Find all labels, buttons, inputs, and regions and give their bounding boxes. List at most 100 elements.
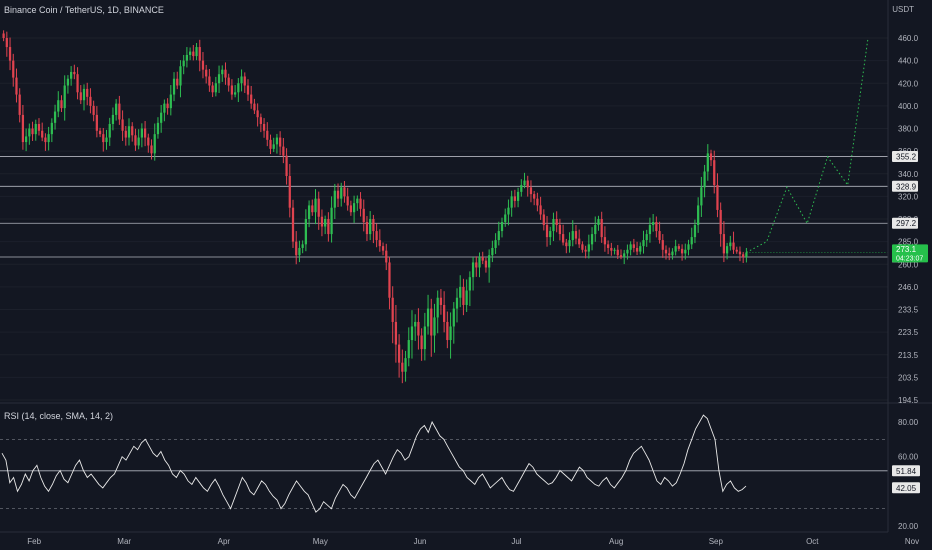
time-tick-label: Mar (117, 537, 131, 546)
candle-body (2, 33, 5, 38)
candle-body (680, 248, 684, 254)
candle-body (140, 128, 144, 138)
candle-body (66, 78, 70, 86)
candle-body (259, 117, 262, 124)
candle-body (195, 47, 198, 57)
candle-body (706, 153, 709, 172)
candle-body (533, 194, 536, 199)
candle-body (179, 66, 182, 86)
candle-body (121, 119, 124, 131)
candle-body (433, 317, 436, 336)
candle-body (742, 254, 745, 258)
candle-body (516, 191, 520, 201)
candle-body (95, 114, 98, 131)
candle-body (578, 238, 581, 245)
rsi-line (1, 414, 747, 513)
candle-body (352, 203, 356, 213)
candle-body (343, 187, 346, 197)
candle-body (108, 123, 111, 138)
candle-body (324, 219, 327, 227)
candle-body (15, 77, 18, 95)
candle-body (507, 207, 510, 215)
candle-body (131, 126, 134, 136)
candle-body (372, 219, 375, 232)
candle-body (250, 94, 253, 104)
candle-body (713, 160, 716, 186)
price-tick-label: 203.5 (898, 373, 919, 382)
candle-body (491, 247, 494, 256)
candle-body (246, 85, 250, 95)
time-tick-label: May (313, 537, 328, 546)
candle-body (552, 219, 555, 232)
candle-body (8, 47, 12, 61)
candle-body (201, 60, 205, 70)
candle-body (436, 297, 439, 318)
candle-body (21, 114, 25, 143)
current-price-label: 273.1 (896, 245, 917, 254)
level-badge (892, 151, 918, 163)
candle-body (536, 198, 539, 206)
candle-body (143, 128, 147, 138)
candle-body (365, 222, 369, 235)
candle-body (314, 198, 317, 213)
candle-body (629, 244, 632, 250)
time-tick-label: Jun (414, 537, 427, 546)
candle-body (671, 251, 674, 256)
candle-body (626, 249, 629, 254)
candle-body (443, 304, 446, 322)
time-axis[interactable]: FebMarAprMayJunJulAugSepOctNovDec2023 (0, 531, 932, 546)
candle-body (98, 130, 102, 135)
candle-body (185, 54, 189, 61)
candle-body (79, 92, 82, 101)
candle-body (349, 205, 353, 213)
candle-body (92, 105, 95, 115)
candle-body (597, 219, 600, 226)
candle-body (417, 321, 420, 336)
candle-body (558, 225, 562, 235)
candle-body (610, 247, 613, 251)
candle-body (134, 135, 137, 146)
candle-body (237, 83, 240, 93)
candle-body (391, 297, 394, 322)
candle-body (385, 250, 388, 263)
time-tick-label: Nov (905, 537, 919, 546)
candle-body (285, 155, 288, 177)
candle-body (632, 244, 635, 248)
candle-body (584, 249, 587, 252)
candle-body (50, 122, 53, 135)
candle-body (176, 78, 179, 86)
candle-body (545, 225, 549, 238)
candle-body (272, 144, 275, 149)
candle-body (397, 344, 401, 363)
candle-body (565, 242, 568, 247)
candle-body (295, 241, 298, 256)
candle-body (57, 100, 60, 112)
rsi-axis[interactable]: 80.00 60.00 20.00 51.84 42.05 (892, 418, 920, 531)
candle-body (156, 122, 160, 135)
candle-body (603, 237, 607, 245)
price-tick-label: 213.5 (898, 351, 919, 360)
candle-body (606, 244, 610, 248)
candle-body (414, 321, 417, 327)
candle-body (388, 262, 391, 298)
candle-body (320, 216, 324, 227)
symbol-legend[interactable]: Binance Coin / TetherUS, 1D, BINANCE (4, 5, 164, 15)
candle-body (217, 74, 221, 84)
candle-body (356, 198, 359, 204)
candle-body (172, 78, 176, 95)
candle-body (205, 69, 208, 77)
candle-body (677, 246, 680, 249)
candlestick-series (2, 30, 748, 384)
candle-body (722, 234, 726, 254)
candle-body (555, 219, 558, 226)
rsi-tick-label: 20.00 (898, 522, 919, 531)
candle-body (5, 38, 8, 48)
candle-body (452, 308, 455, 327)
rsi-legend[interactable]: RSI (14, close, SMA, 14, 2) (4, 411, 114, 421)
candle-body (590, 234, 594, 245)
rsi-tick-label: 80.00 (898, 418, 919, 427)
candle-body (709, 153, 713, 161)
candle-body (587, 244, 590, 252)
price-axis[interactable]: 460.0440.0420.0400.0380.0360.0340.0320.0… (892, 34, 928, 405)
